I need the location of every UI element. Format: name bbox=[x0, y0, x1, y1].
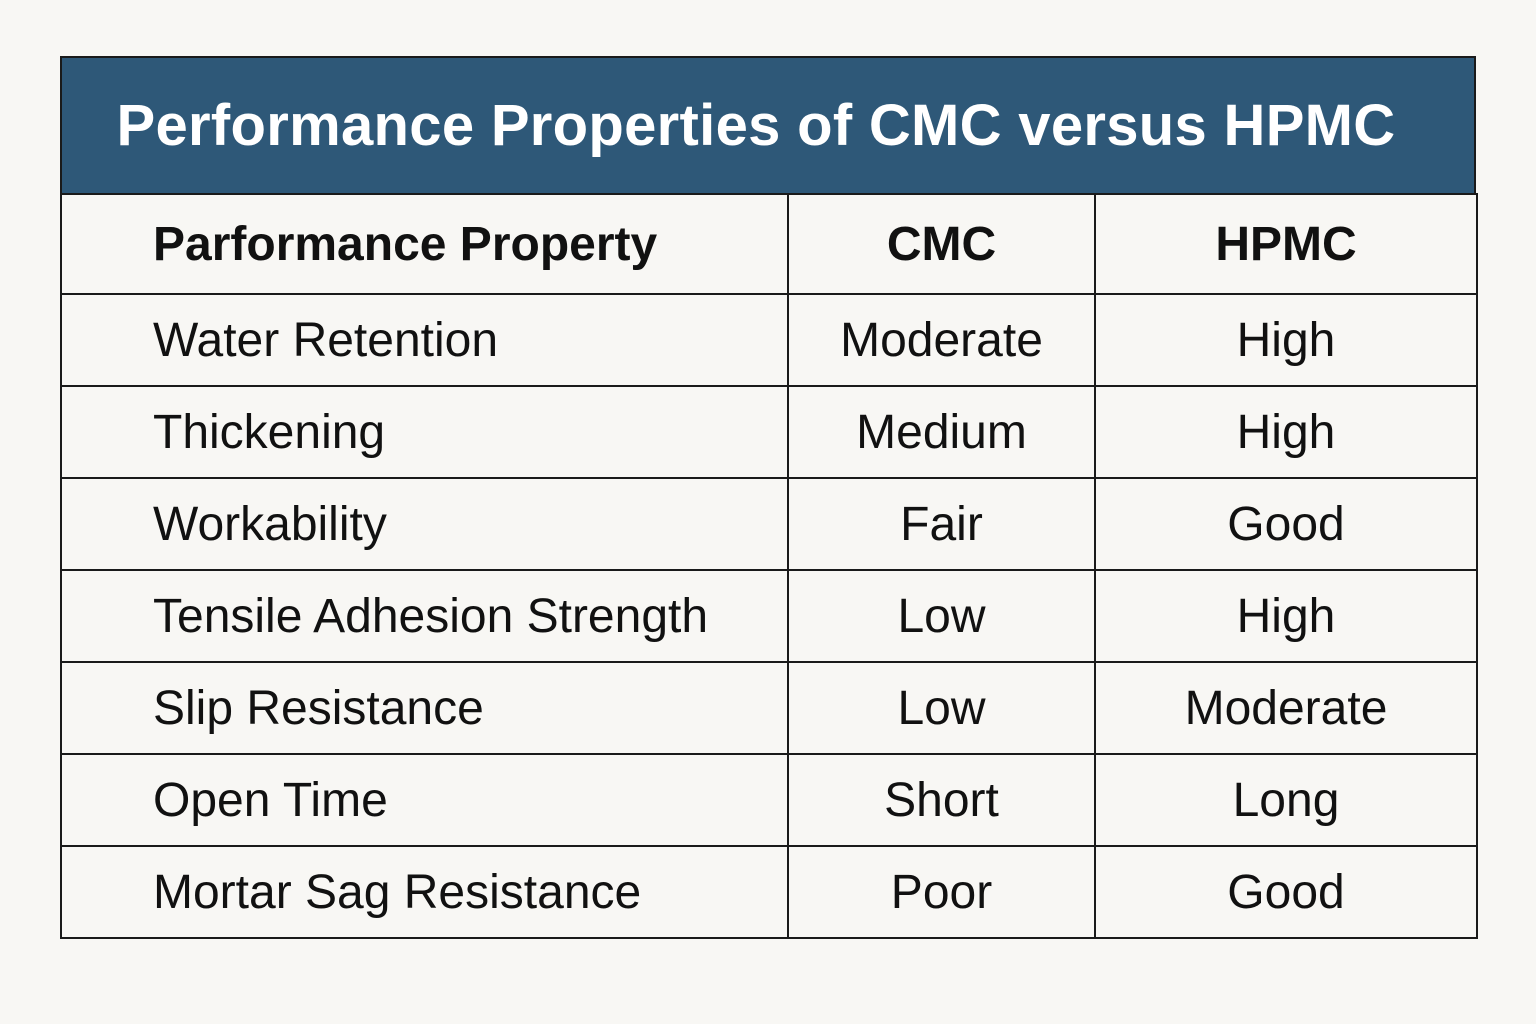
hpmc-value-cell: High bbox=[1094, 385, 1478, 479]
column-header-property: Parformance Property bbox=[60, 193, 789, 295]
table-row: Water Retention Moderate High bbox=[60, 293, 1478, 387]
property-cell: Tensile Adhesion Strength bbox=[60, 569, 789, 663]
property-cell: Thickening bbox=[60, 385, 789, 479]
cmc-value-cell: Medium bbox=[787, 385, 1096, 479]
hpmc-value-cell: Good bbox=[1094, 845, 1478, 939]
cmc-value-cell: Poor bbox=[787, 845, 1096, 939]
cmc-value-cell: Low bbox=[787, 569, 1096, 663]
comparison-table: Performance Properties of CMC versus HPM… bbox=[60, 56, 1478, 942]
table-row: Open Time Short Long bbox=[60, 753, 1478, 847]
table-row: Workability Fair Good bbox=[60, 477, 1478, 571]
properties-table: Parformance Property CMC HPMC Water Rete… bbox=[60, 193, 1478, 939]
cmc-value-cell: Short bbox=[787, 753, 1096, 847]
table-row: Mortar Sag Resistance Poor Good bbox=[60, 845, 1478, 939]
hpmc-value-cell: Long bbox=[1094, 753, 1478, 847]
table-row: Slip Resistance Low Moderate bbox=[60, 661, 1478, 755]
hpmc-value-cell: Moderate bbox=[1094, 661, 1478, 755]
cmc-value-cell: Low bbox=[787, 661, 1096, 755]
property-cell: Open Time bbox=[60, 753, 789, 847]
cmc-value-cell: Moderate bbox=[787, 293, 1096, 387]
hpmc-value-cell: High bbox=[1094, 569, 1478, 663]
title-bar: Performance Properties of CMC versus HPM… bbox=[60, 56, 1476, 193]
column-header-hpmc: HPMC bbox=[1094, 193, 1478, 295]
property-cell: Workability bbox=[60, 477, 789, 571]
property-cell: Water Retention bbox=[60, 293, 789, 387]
table-title: Performance Properties of CMC versus HPM… bbox=[116, 93, 1396, 158]
header-row: Parformance Property CMC HPMC bbox=[60, 193, 1478, 295]
hpmc-value-cell: Good bbox=[1094, 477, 1478, 571]
table-row: Thickening Medium High bbox=[60, 385, 1478, 479]
property-cell: Slip Resistance bbox=[60, 661, 789, 755]
hpmc-value-cell: High bbox=[1094, 293, 1478, 387]
property-cell: Mortar Sag Resistance bbox=[60, 845, 789, 939]
cmc-value-cell: Fair bbox=[787, 477, 1096, 571]
column-header-cmc: CMC bbox=[787, 193, 1096, 295]
table-row: Tensile Adhesion Strength Low High bbox=[60, 569, 1478, 663]
